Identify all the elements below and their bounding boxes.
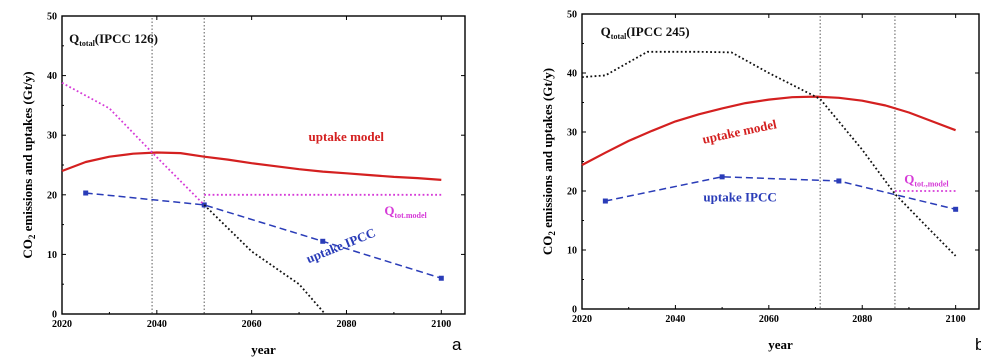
x-axis-title: year <box>768 337 793 352</box>
y-tick-label: 0 <box>52 310 57 321</box>
x-tick-label: 2080 <box>336 319 356 330</box>
x-tick-label: 2040 <box>147 319 167 330</box>
x-tick-label: 2100 <box>431 319 451 330</box>
y-tick-label: 40 <box>47 71 57 82</box>
x-tick-label: 2100 <box>946 314 966 325</box>
data-point-marker <box>836 178 842 184</box>
series-uptake-ipcc <box>85 192 442 279</box>
y-tick-label: 20 <box>47 190 57 201</box>
y-tick-label: 50 <box>47 12 57 23</box>
annotation-uptake-model: uptake model <box>701 116 778 146</box>
data-point-marker <box>320 238 326 244</box>
plot-frame <box>581 13 980 310</box>
data-point-marker <box>953 206 959 212</box>
y-axis-title: CO2 emissions and uptakes (Gt/y) <box>540 68 557 255</box>
y-tick-label: 0 <box>572 305 577 316</box>
x-tick-label: 2020 <box>572 314 592 325</box>
y-tick-label: 30 <box>567 128 577 139</box>
x-tick-label: 2080 <box>852 314 872 325</box>
panel-letter: b <box>975 335 981 354</box>
y-tick-label: 20 <box>567 187 577 198</box>
annotation-uptake-model: uptake model <box>309 129 385 144</box>
x-axis-title: year <box>251 342 276 357</box>
y-tick-label: 10 <box>567 246 577 257</box>
data-point-marker <box>602 198 608 204</box>
data-point-marker <box>83 190 89 196</box>
x-tick-label: 2020 <box>52 319 72 330</box>
y-tick-label: 10 <box>47 250 57 261</box>
y-tick-label: 50 <box>567 10 577 21</box>
y-tick-label: 40 <box>567 69 577 80</box>
annotation-uptake-ipcc: uptake IPCC <box>703 190 776 205</box>
annotation-q-model: Qtot.,model <box>904 171 949 188</box>
y-tick-label: 30 <box>47 131 57 142</box>
annotation-q-total: Qtotal(IPCC 245) <box>601 24 690 41</box>
panel-letter: a <box>452 335 462 354</box>
annotation-q-model: Qtot.model <box>384 203 427 220</box>
series-uptake-model <box>581 95 956 166</box>
series-uptake-model <box>61 151 442 181</box>
data-point-marker <box>438 275 444 281</box>
data-point-marker <box>719 174 725 180</box>
series-q-total-magenta <box>61 82 205 206</box>
series-q-total <box>581 50 957 257</box>
annotation-q-total: Qtotal(IPCC 126) <box>69 31 158 48</box>
x-tick-label: 2060 <box>759 314 779 325</box>
series-uptake-ipcc <box>605 176 956 211</box>
series-q-total <box>203 204 326 315</box>
y-axis-title: CO2 emissions and uptakes (Gt/y) <box>20 71 37 258</box>
x-tick-label: 2060 <box>242 319 262 330</box>
chart-panel-a: 2020 2040 2060 2080 2100 0 10 20 30 40 50 year CO2 e… <box>20 12 466 357</box>
chart-panel-b: 2020 2040 2060 2080 2100 0 10 20 30 40 50 year CO2 e… <box>540 10 981 355</box>
annotation-uptake-ipcc: uptake IPCC <box>304 225 378 266</box>
x-tick-label: 2040 <box>665 314 685 325</box>
